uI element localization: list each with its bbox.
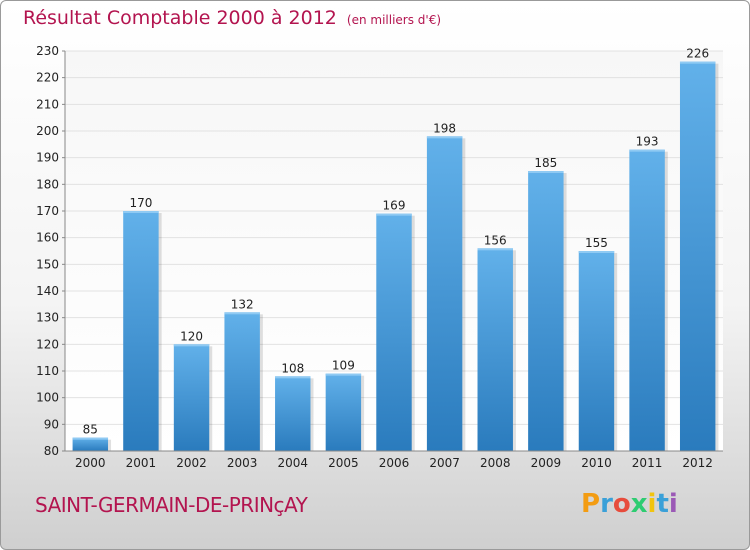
x-tick-label: 2008 <box>480 456 511 470</box>
x-tick-label: 2010 <box>581 456 612 470</box>
bar-2001 <box>123 211 159 451</box>
data-label: 155 <box>585 236 608 250</box>
proxiti-logo: Proxiti <box>581 489 678 519</box>
chart-unit: (en milliers d'€) <box>346 13 442 27</box>
bar-highlight <box>72 437 109 440</box>
bar-2006 <box>376 213 412 451</box>
bar-highlight <box>224 312 260 315</box>
y-tick-label: 230 <box>36 44 59 58</box>
y-tick-label: 120 <box>36 337 59 351</box>
bar-highlight <box>123 211 159 213</box>
x-tick-label: 2012 <box>682 456 713 470</box>
bar-highlight <box>477 248 513 251</box>
logo-letter: o <box>612 489 631 519</box>
data-label: 108 <box>281 361 304 375</box>
bar-2000 <box>72 437 109 451</box>
bar-highlight <box>325 373 362 376</box>
x-tick-label: 2003 <box>227 456 258 470</box>
x-tick-label: 2002 <box>176 456 207 470</box>
bar-highlight <box>173 344 210 347</box>
city-name: SAINT-GERMAIN-DE-PRINçAY <box>35 493 308 517</box>
data-label: 169 <box>383 199 406 213</box>
data-label: 193 <box>636 135 659 149</box>
data-label: 156 <box>484 233 507 247</box>
data-label: 226 <box>686 47 709 61</box>
logo-letter: x <box>630 489 648 519</box>
bar-2010 <box>578 251 615 451</box>
bar-2004 <box>275 376 311 451</box>
x-tick-label: 2001 <box>126 456 157 470</box>
y-tick-label: 90 <box>44 417 59 431</box>
y-tick-label: 110 <box>36 364 59 378</box>
x-tick-label: 2006 <box>379 456 410 470</box>
y-tick-label: 220 <box>36 71 59 85</box>
x-tick-label: 2011 <box>632 456 663 470</box>
bar-2005 <box>325 373 362 451</box>
bar-highlight <box>679 61 716 64</box>
x-tick-label: 2004 <box>277 456 308 470</box>
bar-highlight <box>426 136 463 139</box>
y-tick-label: 180 <box>36 177 59 191</box>
data-label: 170 <box>129 196 152 210</box>
logo-letter: r <box>600 489 613 519</box>
logo-letter: i <box>668 489 678 519</box>
y-tick-label: 160 <box>36 231 59 245</box>
y-tick-label: 80 <box>44 444 59 458</box>
data-label: 120 <box>180 329 203 343</box>
y-tick-label: 190 <box>36 151 59 165</box>
bar-2007 <box>426 136 463 452</box>
data-label: 185 <box>534 156 557 170</box>
bar-2003 <box>224 312 260 451</box>
y-tick-label: 170 <box>36 204 59 218</box>
data-label: 132 <box>231 297 254 311</box>
chart-title-text: Résultat Comptable 2000 à 2012 <box>23 7 337 29</box>
bar-2011 <box>629 149 665 451</box>
bar-highlight <box>629 149 665 152</box>
bar-2002 <box>173 344 210 451</box>
y-tick-label: 200 <box>36 124 59 138</box>
y-tick-label: 150 <box>36 257 59 271</box>
y-tick-label: 140 <box>36 284 59 298</box>
logo-letter: i <box>647 489 657 519</box>
bar-highlight <box>376 213 412 216</box>
bar-highlight <box>578 251 615 253</box>
data-label: 198 <box>433 121 456 135</box>
logo-letter: t <box>656 489 669 519</box>
x-tick-label: 2000 <box>75 456 106 470</box>
bar-highlight <box>528 171 564 173</box>
logo-letter: P <box>581 489 601 519</box>
x-tick-label: 2005 <box>328 456 359 470</box>
bar-2009 <box>528 171 564 451</box>
bar-highlight <box>275 376 311 379</box>
data-label: 109 <box>332 359 355 373</box>
data-label: 85 <box>83 423 98 437</box>
y-tick-label: 100 <box>36 391 59 405</box>
bar-2008 <box>477 248 513 451</box>
bar-2012 <box>679 61 716 452</box>
y-tick-label: 210 <box>36 97 59 111</box>
chart-title: Résultat Comptable 2000 à 2012 (en millie… <box>23 7 441 29</box>
x-tick-label: 2007 <box>429 456 460 470</box>
y-tick-label: 130 <box>36 311 59 325</box>
x-tick-label: 2009 <box>531 456 562 470</box>
